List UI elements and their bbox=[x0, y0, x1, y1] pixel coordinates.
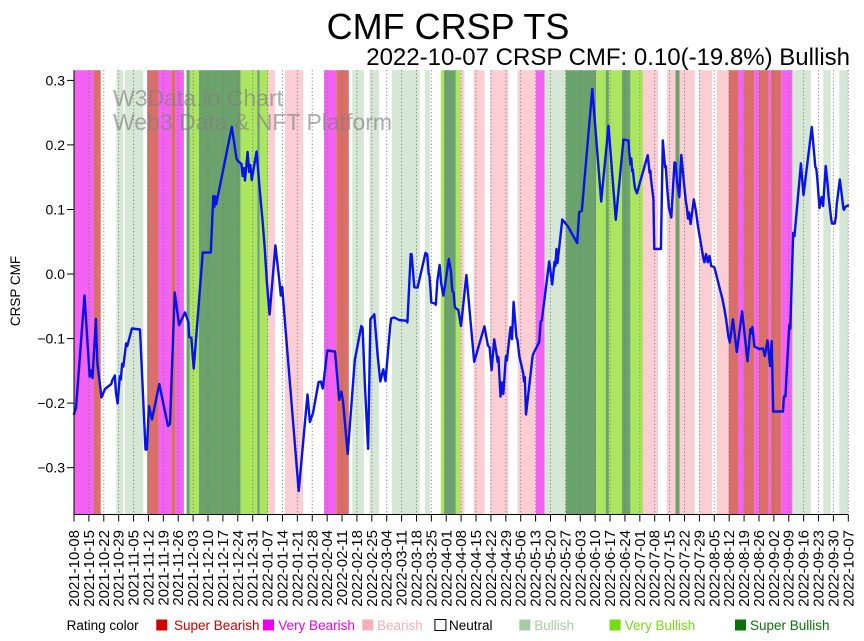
svg-text:2022-04-15: 2022-04-15 bbox=[468, 530, 485, 607]
svg-text:2022-07-08: 2022-07-08 bbox=[647, 530, 664, 607]
svg-text:2021-11-19: 2021-11-19 bbox=[155, 530, 172, 606]
svg-text:2022-09-30: 2022-09-30 bbox=[825, 530, 842, 607]
svg-text:2022-01-07: 2022-01-07 bbox=[260, 530, 277, 607]
svg-text:2022-07-01: 2022-07-01 bbox=[632, 530, 649, 607]
svg-text:2022-09-02: 2022-09-02 bbox=[766, 530, 783, 607]
svg-text:Neutral: Neutral bbox=[449, 618, 493, 633]
svg-text:2022-08-05: 2022-08-05 bbox=[706, 530, 723, 607]
svg-text:2022-05-27: 2022-05-27 bbox=[557, 530, 574, 607]
svg-text:2022-02-18: 2022-02-18 bbox=[349, 530, 366, 607]
svg-text:2022-01-21: 2022-01-21 bbox=[289, 530, 306, 607]
svg-text:2022-10-07 CRSP CMF: 0.10(-19.: 2022-10-07 CRSP CMF: 0.10(-19.8%) Bullis… bbox=[366, 44, 850, 71]
svg-text:2021-10-15: 2021-10-15 bbox=[81, 530, 98, 607]
svg-text:CMF CRSP TS: CMF CRSP TS bbox=[327, 6, 570, 47]
svg-text:2022-09-09: 2022-09-09 bbox=[781, 530, 798, 607]
svg-text:2022-08-26: 2022-08-26 bbox=[751, 530, 768, 607]
svg-text:2022-03-04: 2022-03-04 bbox=[379, 530, 396, 607]
svg-text:2022-01-28: 2022-01-28 bbox=[304, 530, 321, 607]
svg-text:2021-12-03: 2021-12-03 bbox=[185, 530, 202, 607]
svg-text:Rating color: Rating color bbox=[67, 618, 140, 633]
svg-text:2021-11-05: 2021-11-05 bbox=[126, 530, 143, 606]
svg-text:0.2: 0.2 bbox=[46, 137, 66, 153]
svg-text:2022-04-08: 2022-04-08 bbox=[453, 530, 470, 607]
svg-text:2022-08-19: 2022-08-19 bbox=[736, 530, 753, 607]
svg-text:2022-03-18: 2022-03-18 bbox=[408, 530, 425, 607]
svg-text:2021-12-24: 2021-12-24 bbox=[230, 530, 247, 607]
svg-text:2022-06-17: 2022-06-17 bbox=[602, 530, 619, 607]
svg-text:2022-02-25: 2022-02-25 bbox=[364, 530, 381, 607]
svg-text:0.0: 0.0 bbox=[46, 266, 66, 282]
svg-text:Super Bullish: Super Bullish bbox=[750, 618, 830, 633]
svg-text:2022-03-25: 2022-03-25 bbox=[423, 530, 440, 607]
svg-text:2022-02-11: 2022-02-11 bbox=[334, 530, 351, 606]
svg-text:−0.1: −0.1 bbox=[37, 331, 65, 347]
svg-text:2022-06-10: 2022-06-10 bbox=[587, 530, 604, 607]
svg-text:−0.3: −0.3 bbox=[37, 460, 65, 476]
svg-text:2021-12-17: 2021-12-17 bbox=[215, 530, 232, 607]
svg-text:2021-10-22: 2021-10-22 bbox=[96, 530, 113, 607]
svg-text:2022-09-23: 2022-09-23 bbox=[811, 530, 828, 607]
svg-text:2022-05-20: 2022-05-20 bbox=[542, 530, 559, 607]
svg-text:2022-04-22: 2022-04-22 bbox=[483, 530, 500, 607]
svg-text:Bullish: Bullish bbox=[534, 618, 574, 633]
svg-text:2022-07-15: 2022-07-15 bbox=[662, 530, 679, 607]
svg-text:2021-12-10: 2021-12-10 bbox=[200, 530, 217, 607]
svg-text:2022-10-07: 2022-10-07 bbox=[840, 530, 857, 607]
svg-text:CRSP CMF: CRSP CMF bbox=[8, 256, 23, 326]
svg-text:2022-07-29: 2022-07-29 bbox=[691, 530, 708, 607]
svg-text:2022-04-29: 2022-04-29 bbox=[498, 530, 515, 607]
svg-text:2022-02-04: 2022-02-04 bbox=[319, 530, 336, 607]
svg-text:2021-10-08: 2021-10-08 bbox=[66, 530, 83, 607]
svg-text:2021-11-12: 2021-11-12 bbox=[140, 530, 157, 606]
svg-text:2022-07-22: 2022-07-22 bbox=[677, 530, 694, 607]
svg-text:2022-01-14: 2022-01-14 bbox=[274, 530, 291, 607]
svg-text:2022-05-13: 2022-05-13 bbox=[528, 530, 545, 607]
svg-text:2021-11-26: 2021-11-26 bbox=[170, 530, 187, 606]
svg-text:2022-06-03: 2022-06-03 bbox=[572, 530, 589, 607]
svg-text:Web3 Data & NFT Platform: Web3 Data & NFT Platform bbox=[113, 109, 392, 135]
svg-text:0.3: 0.3 bbox=[46, 72, 66, 88]
svg-text:−0.2: −0.2 bbox=[37, 395, 65, 411]
svg-text:2021-10-29: 2021-10-29 bbox=[111, 530, 128, 607]
svg-text:2022-06-24: 2022-06-24 bbox=[617, 530, 634, 607]
svg-text:2022-09-16: 2022-09-16 bbox=[796, 530, 813, 607]
svg-text:2022-04-01: 2022-04-01 bbox=[438, 530, 455, 607]
svg-text:2022-03-11: 2022-03-11 bbox=[394, 530, 411, 606]
svg-text:Very Bearish: Very Bearish bbox=[278, 618, 355, 633]
svg-text:2022-05-06: 2022-05-06 bbox=[513, 530, 530, 607]
svg-text:Bearish: Bearish bbox=[377, 618, 423, 633]
svg-text:0.1: 0.1 bbox=[46, 202, 66, 218]
svg-text:Super Bearish: Super Bearish bbox=[174, 618, 260, 633]
svg-text:2021-12-31: 2021-12-31 bbox=[245, 530, 262, 607]
svg-text:W3Data.io Chart: W3Data.io Chart bbox=[113, 85, 284, 111]
svg-text:Very Bullish: Very Bullish bbox=[625, 618, 696, 633]
svg-text:2022-08-12: 2022-08-12 bbox=[721, 530, 738, 607]
